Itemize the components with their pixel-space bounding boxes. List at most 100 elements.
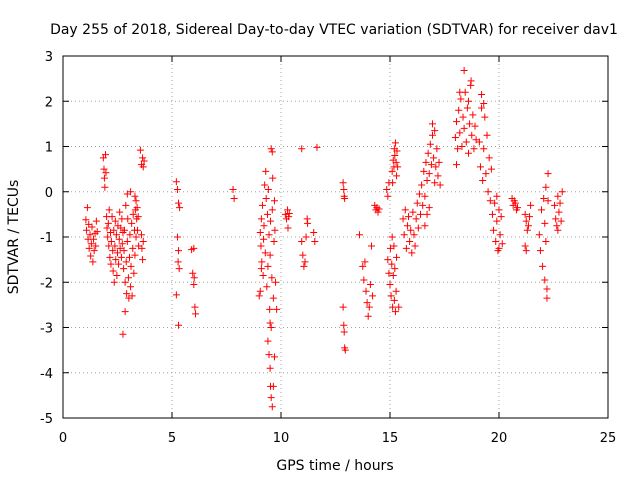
- data-point: [498, 240, 506, 248]
- data-point: [392, 158, 400, 166]
- data-point: [526, 213, 534, 221]
- data-point: [106, 253, 114, 261]
- data-point: [267, 145, 275, 153]
- data-point: [479, 176, 487, 184]
- data-point: [120, 226, 128, 234]
- data-point: [262, 167, 270, 175]
- data-point: [302, 233, 310, 241]
- data-point: [123, 238, 131, 246]
- data-point: [491, 199, 499, 207]
- data-point: [121, 308, 129, 316]
- x-tick-label: 20: [491, 431, 508, 446]
- data-point: [90, 247, 98, 255]
- data-point: [497, 213, 505, 221]
- data-point: [399, 215, 407, 223]
- data-point: [258, 258, 266, 266]
- data-point: [190, 281, 198, 289]
- data-point: [543, 294, 551, 302]
- data-point: [363, 299, 371, 307]
- data-point: [541, 276, 549, 284]
- data-point: [463, 104, 471, 112]
- data-point: [92, 242, 100, 250]
- data-point: [539, 262, 547, 270]
- data-point: [92, 217, 100, 225]
- data-point: [420, 167, 428, 175]
- data-point: [268, 274, 276, 282]
- x-tick-label: 0: [59, 431, 67, 446]
- data-point: [383, 185, 391, 193]
- data-point: [553, 222, 561, 230]
- data-point: [521, 242, 529, 250]
- data-point: [429, 120, 437, 128]
- data-point: [552, 215, 560, 223]
- data-point: [129, 244, 137, 252]
- data-point: [478, 104, 486, 112]
- data-point: [107, 238, 115, 246]
- data-point: [341, 346, 349, 354]
- data-point: [419, 201, 427, 209]
- tick-labels: 0 5 10 15 20 25 -5 -4 -3 -2 -1 0 1 2 3: [40, 50, 616, 446]
- data-point: [266, 305, 274, 313]
- data-point: [405, 213, 413, 221]
- data-point: [360, 276, 368, 284]
- data-point: [495, 206, 503, 214]
- data-point: [83, 226, 91, 234]
- data-point: [102, 151, 110, 159]
- data-point: [492, 238, 500, 246]
- data-point: [256, 228, 264, 236]
- data-point: [113, 271, 121, 279]
- data-point: [132, 233, 140, 241]
- data-point: [268, 206, 276, 214]
- data-point: [127, 283, 135, 291]
- data-point: [313, 143, 321, 151]
- data-point: [407, 226, 415, 234]
- data-point: [104, 233, 112, 241]
- data-point: [134, 226, 142, 234]
- data-point: [413, 199, 421, 207]
- data-point: [487, 165, 495, 173]
- data-point: [127, 262, 135, 270]
- data-point: [511, 199, 519, 207]
- data-point: [114, 249, 121, 257]
- data-point: [389, 271, 397, 279]
- y-axis-label: SDTVAR / TECUs: [6, 180, 22, 295]
- data-point: [116, 244, 124, 252]
- x-axis-label: GPS time / hours: [276, 458, 393, 474]
- data-point: [436, 181, 444, 189]
- data-point: [264, 337, 272, 345]
- grid-lines: [63, 56, 608, 418]
- data-point: [116, 208, 124, 216]
- data-point: [104, 219, 112, 227]
- data-point: [298, 145, 306, 153]
- data-point: [267, 394, 275, 402]
- data-point: [299, 251, 307, 259]
- data-point: [551, 201, 559, 209]
- data-point: [261, 181, 269, 189]
- data-point: [257, 242, 265, 250]
- data-point: [265, 231, 273, 239]
- data-point: [541, 219, 549, 227]
- data-point: [402, 244, 410, 252]
- data-point: [389, 179, 397, 187]
- data-points: [82, 66, 566, 411]
- data-point: [87, 252, 95, 260]
- data-point: [257, 265, 265, 273]
- y-tick-label: -3: [40, 322, 53, 337]
- data-point: [105, 242, 113, 250]
- data-point: [384, 256, 392, 264]
- data-point: [341, 195, 349, 203]
- data-point: [172, 178, 180, 186]
- data-point: [543, 285, 551, 293]
- data-point: [285, 213, 293, 221]
- data-point: [355, 231, 363, 239]
- data-point: [488, 210, 496, 218]
- data-point: [190, 274, 198, 282]
- data-point: [285, 209, 293, 217]
- data-point: [426, 140, 434, 148]
- data-point: [284, 224, 292, 232]
- data-point: [173, 185, 181, 193]
- data-point: [470, 145, 478, 153]
- data-point: [117, 224, 125, 232]
- data-point: [466, 120, 474, 128]
